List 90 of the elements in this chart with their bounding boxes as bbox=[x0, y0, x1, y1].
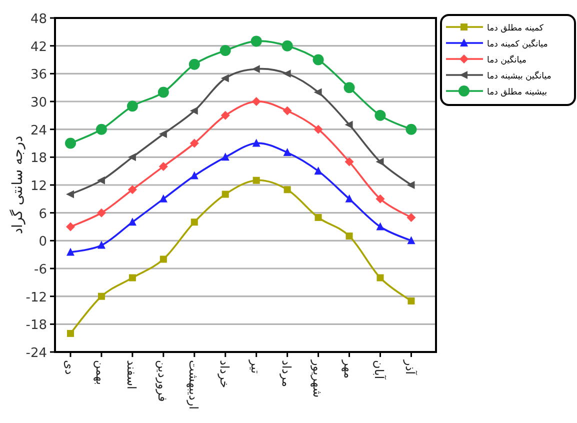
point bbox=[66, 222, 75, 232]
point bbox=[282, 106, 292, 116]
point bbox=[282, 70, 291, 78]
point bbox=[346, 232, 353, 240]
point bbox=[220, 44, 231, 56]
point bbox=[190, 138, 199, 148]
point bbox=[128, 153, 136, 162]
legend-label: میانگین دما bbox=[487, 54, 526, 66]
point bbox=[314, 124, 323, 134]
point bbox=[96, 124, 107, 135]
point bbox=[128, 185, 137, 194]
point bbox=[126, 100, 138, 112]
point bbox=[158, 162, 168, 171]
point bbox=[160, 256, 167, 263]
x-tick-label: بهمن bbox=[93, 360, 108, 385]
x-tick-label: تیر bbox=[248, 359, 262, 374]
y-tick-label: -12 bbox=[26, 290, 47, 306]
point bbox=[374, 110, 386, 121]
y-tick-label: 42 bbox=[30, 40, 47, 55]
point bbox=[252, 176, 260, 184]
point bbox=[407, 236, 416, 244]
point bbox=[64, 138, 76, 149]
legend-label: میانگین کمینه دما bbox=[487, 38, 548, 50]
point bbox=[376, 158, 384, 166]
point bbox=[188, 58, 200, 70]
point bbox=[376, 274, 384, 282]
point bbox=[376, 222, 384, 230]
point bbox=[128, 218, 136, 226]
point bbox=[96, 208, 106, 218]
y-tick-label: 18 bbox=[30, 151, 47, 166]
point bbox=[314, 88, 322, 96]
point bbox=[283, 148, 292, 156]
point bbox=[158, 130, 167, 138]
point bbox=[96, 176, 105, 184]
point bbox=[284, 186, 291, 194]
point bbox=[344, 157, 354, 166]
x-tick-label: آذر bbox=[403, 359, 418, 376]
point bbox=[220, 110, 230, 120]
y-tick-label: 6 bbox=[38, 206, 47, 222]
point bbox=[221, 152, 230, 161]
y-tick-label: 48 bbox=[30, 12, 47, 27]
point bbox=[250, 36, 262, 47]
point bbox=[66, 248, 74, 256]
point bbox=[406, 124, 417, 135]
point bbox=[66, 190, 74, 198]
point bbox=[190, 171, 198, 180]
y-tick-label: 12 bbox=[30, 179, 47, 194]
point bbox=[190, 218, 198, 226]
y-tick-label: 30 bbox=[30, 96, 47, 110]
point bbox=[344, 120, 353, 129]
point bbox=[220, 74, 229, 82]
y-tick-label: -6 bbox=[34, 262, 47, 278]
x-tick-label: اسفند bbox=[124, 360, 138, 390]
x-tick-label: شهریور bbox=[310, 359, 324, 398]
x-tick-label: آبان bbox=[372, 360, 388, 380]
point bbox=[158, 86, 169, 98]
point bbox=[406, 181, 415, 189]
point bbox=[408, 297, 415, 304]
y-tick-label: -18 bbox=[26, 318, 47, 334]
y-tick-label: 0 bbox=[38, 234, 47, 250]
x-tick-label: فروردین bbox=[155, 360, 170, 402]
point bbox=[345, 194, 354, 202]
y-axis-title: درجه سانتی گراد bbox=[9, 136, 26, 234]
y-tick-label: 24 bbox=[30, 123, 47, 138]
point bbox=[312, 54, 324, 66]
legend-label: کمینه مطلق دما bbox=[487, 24, 544, 34]
point bbox=[344, 82, 355, 94]
point bbox=[98, 292, 105, 300]
point bbox=[252, 138, 260, 147]
point bbox=[314, 214, 322, 221]
point bbox=[128, 274, 136, 282]
legend-label: میانگین بیشینه دما bbox=[487, 70, 552, 82]
point bbox=[222, 190, 229, 198]
point bbox=[190, 106, 198, 115]
x-tick-label: اردیبهشت bbox=[186, 360, 200, 410]
y-tick-label: 36 bbox=[30, 68, 47, 83]
x-tick-label: مهر bbox=[341, 359, 356, 379]
x-tick-label: خرداد bbox=[217, 360, 232, 388]
point bbox=[159, 194, 168, 202]
point bbox=[252, 97, 261, 106]
point bbox=[376, 194, 385, 204]
y-tick-label: -24 bbox=[26, 346, 47, 361]
point bbox=[97, 240, 106, 249]
point bbox=[282, 40, 293, 52]
x-tick-label: دی bbox=[62, 360, 76, 375]
x-tick-label: مرداد bbox=[279, 360, 294, 388]
point bbox=[406, 212, 416, 222]
point bbox=[66, 330, 74, 337]
point bbox=[314, 166, 322, 175]
legend-label: بیشینه مطلق دما bbox=[487, 88, 547, 98]
